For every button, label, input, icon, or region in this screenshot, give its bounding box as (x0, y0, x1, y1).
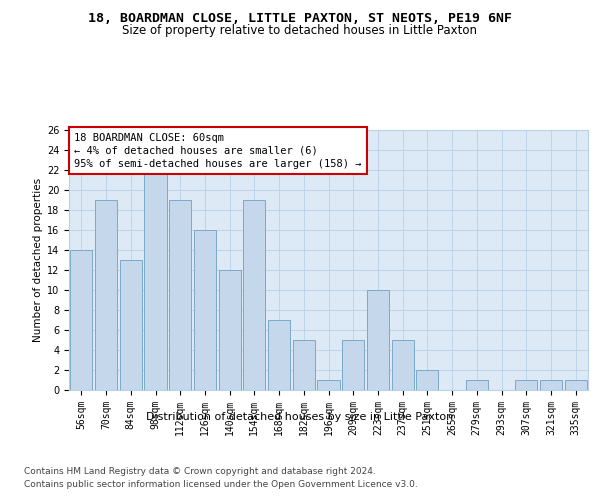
Bar (293, 340, 315, 390)
Bar (515, 380, 538, 390)
Bar (218, 270, 241, 390)
Bar (540, 380, 562, 390)
Text: Size of property relative to detached houses in Little Paxton: Size of property relative to detached ho… (122, 24, 478, 37)
Text: 18 BOARDMAN CLOSE: 60sqm
← 4% of detached houses are smaller (6)
95% of semi-det: 18 BOARDMAN CLOSE: 60sqm ← 4% of detache… (74, 132, 362, 169)
Bar (70, 250, 92, 390)
Bar (342, 340, 364, 390)
Text: Distribution of detached houses by size in Little Paxton: Distribution of detached houses by size … (146, 412, 454, 422)
Text: Contains HM Land Registry data © Crown copyright and database right 2024.: Contains HM Land Registry data © Crown c… (24, 468, 376, 476)
Bar (416, 370, 439, 390)
Bar (194, 230, 216, 390)
Bar (367, 290, 389, 390)
Text: 18, BOARDMAN CLOSE, LITTLE PAXTON, ST NEOTS, PE19 6NF: 18, BOARDMAN CLOSE, LITTLE PAXTON, ST NE… (88, 12, 512, 26)
Bar (95, 200, 117, 390)
Bar (145, 170, 167, 390)
Y-axis label: Number of detached properties: Number of detached properties (32, 178, 43, 342)
Bar (243, 200, 265, 390)
Bar (268, 320, 290, 390)
Bar (119, 260, 142, 390)
Text: Contains public sector information licensed under the Open Government Licence v3: Contains public sector information licen… (24, 480, 418, 489)
Bar (169, 200, 191, 390)
Bar (565, 380, 587, 390)
Bar (317, 380, 340, 390)
Bar (392, 340, 414, 390)
Bar (466, 380, 488, 390)
